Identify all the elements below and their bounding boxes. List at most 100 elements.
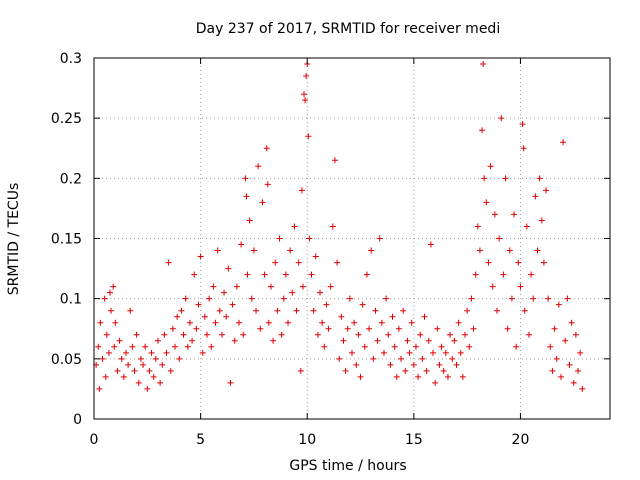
data-point <box>302 97 309 104</box>
data-point <box>282 271 289 278</box>
data-point <box>430 349 437 356</box>
data-point <box>317 289 324 296</box>
data-point <box>231 337 238 344</box>
data-point <box>338 313 345 320</box>
data-point <box>423 367 430 374</box>
data-point <box>457 349 464 356</box>
data-point <box>455 319 462 326</box>
data-point <box>534 247 541 254</box>
data-point <box>474 223 481 230</box>
data-point <box>238 241 245 248</box>
data-point <box>108 307 115 314</box>
data-point <box>370 355 377 362</box>
data-point <box>453 361 460 368</box>
data-point <box>112 319 119 326</box>
data-point <box>142 343 149 350</box>
data-point <box>250 247 257 254</box>
data-point <box>536 175 543 182</box>
data-point <box>485 259 492 266</box>
data-point <box>272 259 279 266</box>
data-point <box>521 307 528 314</box>
data-point <box>491 211 498 218</box>
data-point <box>549 367 556 374</box>
data-point <box>180 331 187 338</box>
data-point <box>204 331 211 338</box>
data-point <box>189 337 196 344</box>
axis-ticks: 0 0.05 0.1 0.15 0.2 0.25 0.3 0 5 10 15 20 <box>51 51 610 448</box>
data-point <box>464 307 471 314</box>
data-point <box>378 319 385 326</box>
data-point <box>376 235 383 242</box>
y-tick-label: 0 <box>73 412 82 428</box>
data-point <box>259 199 266 206</box>
data-point <box>551 325 558 332</box>
data-point <box>340 337 347 344</box>
data-point <box>543 187 550 194</box>
data-point <box>325 325 332 332</box>
data-point <box>301 91 308 98</box>
y-tick-label: 0.3 <box>60 51 82 67</box>
data-point <box>472 271 479 278</box>
data-point <box>385 331 392 338</box>
data-point <box>372 307 379 314</box>
data-point <box>442 349 449 356</box>
data-point <box>440 367 447 374</box>
y-tick-label: 0.15 <box>51 232 82 248</box>
x-tick-label: 5 <box>196 432 205 448</box>
data-point <box>150 373 157 380</box>
data-point <box>289 289 296 296</box>
data-point <box>305 133 312 140</box>
data-point <box>197 253 204 260</box>
data-point <box>235 319 242 326</box>
data-point <box>106 289 113 296</box>
data-point <box>201 313 208 320</box>
data-point <box>508 295 515 302</box>
data-point <box>447 331 454 338</box>
data-point <box>102 373 109 380</box>
data-point <box>174 313 181 320</box>
data-point <box>462 331 469 338</box>
data-point <box>502 175 509 182</box>
data-point <box>451 337 458 344</box>
data-point <box>515 259 522 266</box>
data-point <box>240 331 247 338</box>
data-point <box>547 343 554 350</box>
data-point <box>285 319 292 326</box>
data-point <box>118 355 125 362</box>
data-point <box>530 295 537 302</box>
data-point <box>310 307 317 314</box>
data-point <box>557 373 564 380</box>
data-point <box>298 187 305 194</box>
data-point <box>111 343 118 350</box>
data-point <box>493 307 500 314</box>
data-point <box>415 373 422 380</box>
data-point <box>363 271 370 278</box>
data-point <box>208 343 215 350</box>
data-point <box>146 367 153 374</box>
data-point <box>408 319 415 326</box>
data-point <box>417 331 424 338</box>
data-point <box>353 361 360 368</box>
data-point <box>468 295 475 302</box>
data-point <box>193 325 200 332</box>
data-point <box>436 361 443 368</box>
data-point <box>182 295 189 302</box>
x-tick-label: 0 <box>90 432 99 448</box>
data-point <box>176 355 183 362</box>
data-point <box>553 355 560 362</box>
data-point <box>229 301 236 308</box>
data-point <box>410 361 417 368</box>
data-point <box>265 319 272 326</box>
data-point <box>402 367 409 374</box>
data-point <box>274 307 281 314</box>
data-point <box>101 295 108 302</box>
data-point <box>221 289 228 296</box>
data-point <box>216 307 223 314</box>
data-point <box>227 379 234 386</box>
data-point <box>223 313 230 320</box>
data-point <box>393 373 400 380</box>
y-tick-label: 0.25 <box>51 111 82 127</box>
data-point <box>299 283 306 290</box>
data-point <box>327 283 334 290</box>
data-point <box>366 325 373 332</box>
